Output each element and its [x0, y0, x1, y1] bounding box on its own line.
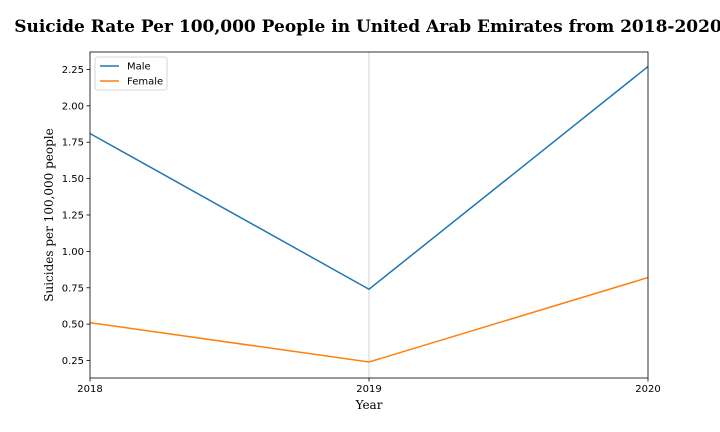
x-tick-label: 2018	[77, 384, 102, 395]
series-line-female	[89, 276, 649, 363]
x-tick-label: 2020	[635, 384, 660, 395]
y-tick-label: 1.50	[62, 174, 84, 185]
y-tick-label: 0.25	[62, 356, 84, 367]
y-tick-label: 2.25	[62, 65, 84, 76]
legend-label-male: Male	[127, 62, 151, 73]
x-tick-label: 2019	[356, 384, 381, 395]
x-axis-label: Year	[355, 398, 383, 412]
chart-title: Suicide Rate Per 100,000 People in Unite…	[14, 17, 720, 37]
y-tick-label: 1.75	[62, 138, 84, 149]
legend-label-female: Female	[127, 77, 163, 88]
y-tick-label: 1.25	[62, 211, 84, 222]
y-axis-label: Suicides per 100,000 people	[42, 128, 56, 302]
series-line-male	[89, 65, 649, 291]
y-tick-label: 0.50	[62, 320, 84, 331]
y-tick-label: 0.75	[62, 283, 84, 294]
plot-area: 0.25 0.50 0.75 1.00 1.25 1.50 1.75 2.00 2.25 2018…	[62, 51, 661, 395]
y-tick-label: 1.00	[62, 247, 84, 258]
y-tick-label: 2.00	[62, 101, 84, 112]
